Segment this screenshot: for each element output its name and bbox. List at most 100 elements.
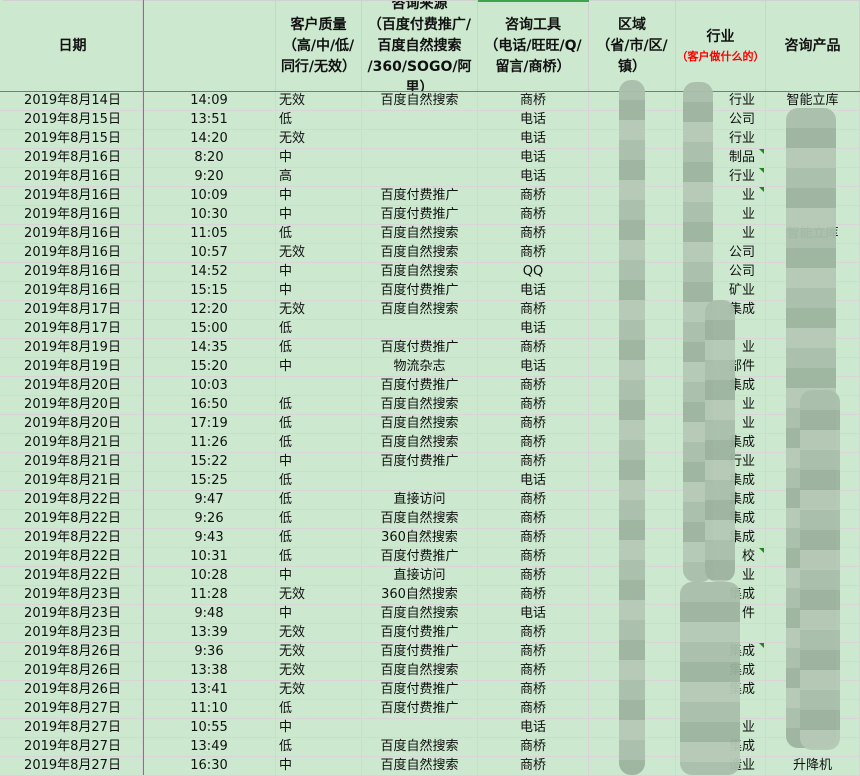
- cell-source[interactable]: [362, 168, 478, 187]
- cell-tool[interactable]: 商桥: [478, 339, 589, 358]
- cell-time[interactable]: 10:09: [143, 187, 276, 206]
- cell-source[interactable]: 百度付费推广: [362, 643, 478, 662]
- cell-source[interactable]: 百度付费推广: [362, 187, 478, 206]
- cell-industry[interactable]: 业: [676, 206, 766, 225]
- cell-date[interactable]: 2019年8月16日: [3, 244, 143, 263]
- cell-region[interactable]: [589, 377, 676, 396]
- cell-tool[interactable]: 商桥: [478, 225, 589, 244]
- cell-date[interactable]: 2019年8月15日: [3, 130, 143, 149]
- cell-tool[interactable]: 电话: [478, 130, 589, 149]
- cell-quality[interactable]: 无效: [276, 662, 362, 681]
- cell-time[interactable]: 10:03: [143, 377, 276, 396]
- cell-region[interactable]: [589, 719, 676, 738]
- cell-region[interactable]: [589, 415, 676, 434]
- cell-tool[interactable]: 商桥: [478, 662, 589, 681]
- cell-tool[interactable]: 电话: [478, 282, 589, 301]
- cell-source[interactable]: 百度付费推广: [362, 282, 478, 301]
- cell-region[interactable]: [589, 643, 676, 662]
- cell-tool[interactable]: 商桥: [478, 510, 589, 529]
- cell-industry[interactable]: 校: [676, 548, 766, 567]
- cell-tool[interactable]: 商桥: [478, 624, 589, 643]
- cell-region[interactable]: [589, 510, 676, 529]
- cell-source[interactable]: 百度自然搜索: [362, 434, 478, 453]
- cell-date[interactable]: 2019年8月20日: [3, 415, 143, 434]
- cell-time[interactable]: 9:20: [143, 168, 276, 187]
- cell-time[interactable]: 13:41: [143, 681, 276, 700]
- cell-region[interactable]: [589, 453, 676, 472]
- cell-region[interactable]: [589, 662, 676, 681]
- cell-tool[interactable]: 商桥: [478, 738, 589, 757]
- cell-source[interactable]: 百度付费推广: [362, 339, 478, 358]
- cell-region[interactable]: [589, 339, 676, 358]
- cell-source[interactable]: 360自然搜索: [362, 529, 478, 548]
- cell-region[interactable]: [589, 605, 676, 624]
- cell-date[interactable]: 2019年8月16日: [3, 187, 143, 206]
- cell-date[interactable]: 2019年8月27日: [3, 719, 143, 738]
- cell-industry[interactable]: 集成: [676, 434, 766, 453]
- cell-date[interactable]: 2019年8月21日: [3, 453, 143, 472]
- cell-source[interactable]: 百度自然搜索: [362, 92, 478, 111]
- header-region[interactable]: 区域 （省/市/区/镇）: [589, 0, 676, 91]
- cell-quality[interactable]: 中: [276, 567, 362, 586]
- cell-quality[interactable]: 低: [276, 320, 362, 339]
- cell-time[interactable]: 9:26: [143, 510, 276, 529]
- cell-time[interactable]: 11:26: [143, 434, 276, 453]
- cell-source[interactable]: [362, 320, 478, 339]
- cell-tool[interactable]: 商桥: [478, 757, 589, 776]
- cell-quality[interactable]: 低: [276, 339, 362, 358]
- cell-source[interactable]: 直接访问: [362, 567, 478, 586]
- cell-time[interactable]: 12:20: [143, 301, 276, 320]
- cell-source[interactable]: 百度付费推广: [362, 206, 478, 225]
- cell-region[interactable]: [589, 567, 676, 586]
- cell-region[interactable]: [589, 111, 676, 130]
- header-time[interactable]: [143, 0, 276, 91]
- cell-date[interactable]: 2019年8月14日: [3, 92, 143, 111]
- cell-date[interactable]: 2019年8月23日: [3, 586, 143, 605]
- cell-quality[interactable]: 低: [276, 548, 362, 567]
- cell-quality[interactable]: 中: [276, 719, 362, 738]
- cell-time[interactable]: 16:30: [143, 757, 276, 776]
- cell-industry[interactable]: [676, 320, 766, 339]
- cell-region[interactable]: [589, 757, 676, 776]
- cell-quality[interactable]: 中: [276, 206, 362, 225]
- cell-date[interactable]: 2019年8月27日: [3, 700, 143, 719]
- cell-time[interactable]: 11:10: [143, 700, 276, 719]
- cell-time[interactable]: 15:20: [143, 358, 276, 377]
- cell-region[interactable]: [589, 149, 676, 168]
- cell-source[interactable]: 百度自然搜索: [362, 605, 478, 624]
- cell-quality[interactable]: 中: [276, 263, 362, 282]
- cell-industry[interactable]: 行业: [676, 92, 766, 111]
- cell-date[interactable]: 2019年8月27日: [3, 757, 143, 776]
- cell-time[interactable]: 8:20: [143, 149, 276, 168]
- cell-industry[interactable]: 业: [676, 396, 766, 415]
- cell-quality[interactable]: 无效: [276, 301, 362, 320]
- cell-source[interactable]: [362, 111, 478, 130]
- cell-region[interactable]: [589, 206, 676, 225]
- cell-source[interactable]: 百度自然搜索: [362, 263, 478, 282]
- cell-tool[interactable]: 电话: [478, 605, 589, 624]
- cell-tool[interactable]: 商桥: [478, 415, 589, 434]
- cell-tool[interactable]: 电话: [478, 472, 589, 491]
- cell-date[interactable]: 2019年8月16日: [3, 225, 143, 244]
- cell-time[interactable]: 14:09: [143, 92, 276, 111]
- cell-time[interactable]: 13:38: [143, 662, 276, 681]
- cell-quality[interactable]: 低: [276, 415, 362, 434]
- cell-source[interactable]: 百度自然搜索: [362, 244, 478, 263]
- cell-industry[interactable]: 集成: [676, 472, 766, 491]
- cell-time[interactable]: 15:25: [143, 472, 276, 491]
- cell-region[interactable]: [589, 472, 676, 491]
- cell-quality[interactable]: 中: [276, 149, 362, 168]
- cell-date[interactable]: 2019年8月22日: [3, 567, 143, 586]
- cell-industry[interactable]: 业: [676, 567, 766, 586]
- header-product[interactable]: 咨询产品: [766, 0, 860, 91]
- cell-date[interactable]: 2019年8月26日: [3, 681, 143, 700]
- cell-time[interactable]: 13:39: [143, 624, 276, 643]
- cell-date[interactable]: 2019年8月19日: [3, 339, 143, 358]
- cell-source[interactable]: [362, 472, 478, 491]
- cell-quality[interactable]: 中: [276, 453, 362, 472]
- cell-tool[interactable]: 电话: [478, 358, 589, 377]
- cell-industry[interactable]: 行业: [676, 453, 766, 472]
- cell-tool[interactable]: 商桥: [478, 567, 589, 586]
- cell-tool[interactable]: 商桥: [478, 453, 589, 472]
- header-industry[interactable]: 行业 （客户做什么的）: [676, 0, 766, 91]
